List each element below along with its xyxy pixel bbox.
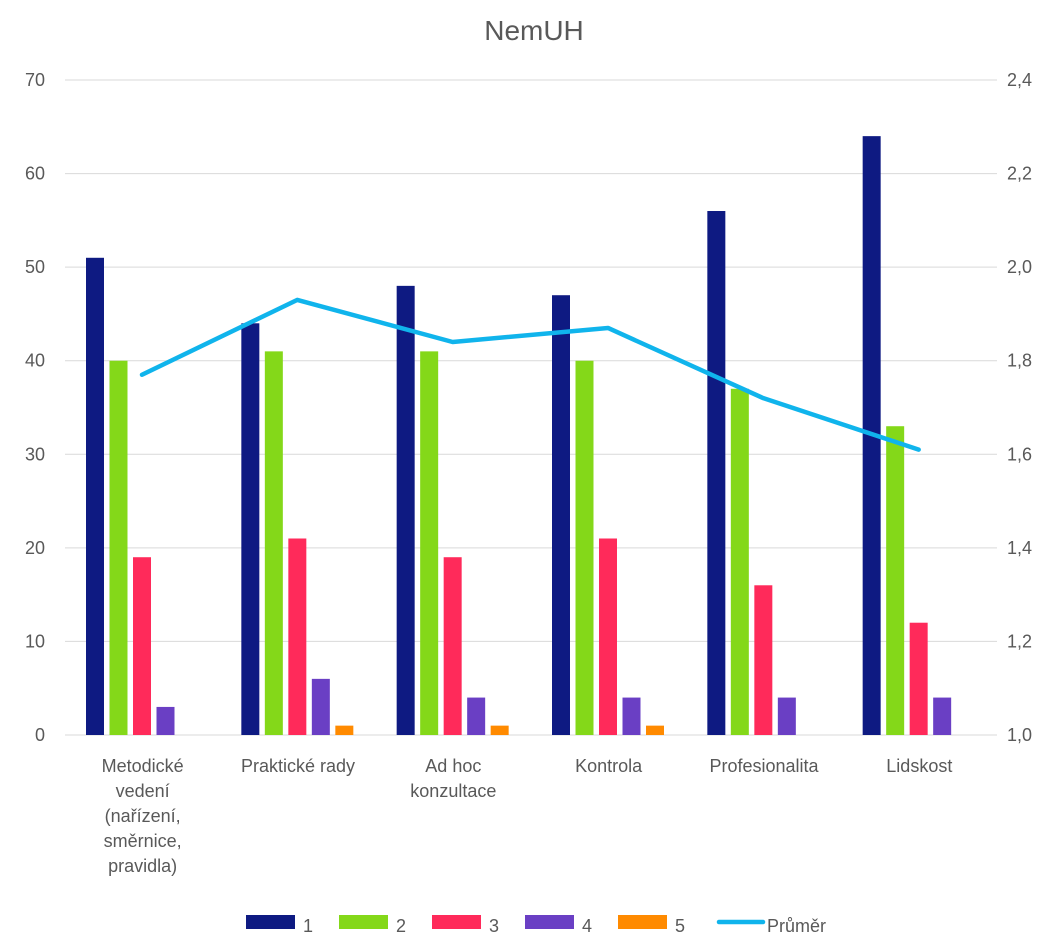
- legend-label: Průměr: [767, 916, 826, 936]
- bar: [707, 211, 726, 735]
- bar: [754, 585, 773, 735]
- y2-tick-label: 2,0: [1007, 257, 1032, 277]
- category-label: Ad hoc: [425, 756, 481, 776]
- bar: [646, 725, 664, 735]
- legend-label: 3: [489, 916, 499, 936]
- y-tick-label: 70: [25, 70, 45, 90]
- category-label: pravidla): [108, 856, 177, 876]
- legend-label: 1: [303, 916, 313, 936]
- legend-label: 4: [582, 916, 592, 936]
- bar: [886, 426, 905, 735]
- y-tick-label: 40: [25, 351, 45, 371]
- bar: [241, 323, 260, 735]
- category-label: vedení: [116, 781, 170, 801]
- y2-tick-label: 1,8: [1007, 351, 1032, 371]
- y-tick-label: 60: [25, 164, 45, 184]
- bar: [909, 622, 928, 735]
- line-series: [139, 297, 921, 452]
- bar: [420, 351, 439, 735]
- category-label: Metodické: [102, 756, 184, 776]
- y-tick-label: 0: [35, 725, 45, 745]
- bar: [490, 725, 509, 735]
- legend-swatch: [432, 915, 481, 929]
- bar: [443, 557, 462, 735]
- bar: [552, 295, 570, 735]
- bar: [288, 538, 307, 735]
- bar: [109, 360, 128, 735]
- legend-swatch: [246, 915, 295, 929]
- y-tick-label: 50: [25, 257, 45, 277]
- y2-tick-label: 1,6: [1007, 444, 1032, 464]
- legend-swatch: [339, 915, 388, 929]
- chart-title: NemUH: [484, 15, 584, 46]
- y-axis-right: 1,0 1,2 1,4 1,6 1,8 2,0 2,2 2,4: [1007, 70, 1032, 745]
- legend: 1 2 3 4 5 Průměr: [246, 915, 826, 936]
- legend-label: 2: [396, 916, 406, 936]
- y-tick-label: 30: [25, 444, 45, 464]
- legend-swatch: [525, 915, 574, 929]
- category-label: Praktické rady: [241, 756, 355, 776]
- gridlines: [65, 79, 997, 736]
- bar: [933, 697, 952, 735]
- bars: [86, 136, 952, 736]
- y2-tick-label: 2,2: [1007, 164, 1032, 184]
- category-label: Kontrola: [575, 756, 643, 776]
- y-axis-left: 0 10 20 30 40 50 60 70: [25, 70, 45, 745]
- bar: [599, 538, 617, 735]
- category-label: (nařízení,: [105, 806, 181, 826]
- category-label: konzultace: [410, 781, 496, 801]
- y2-tick-label: 1,4: [1007, 538, 1032, 558]
- bar: [730, 388, 749, 735]
- average-line: [139, 297, 921, 452]
- bar: [622, 697, 641, 735]
- bar: [264, 351, 283, 735]
- category-label: Profesionalita: [709, 756, 819, 776]
- bar: [575, 360, 594, 735]
- y2-tick-label: 1,2: [1007, 631, 1032, 651]
- y-tick-label: 20: [25, 538, 45, 558]
- bar: [467, 697, 486, 735]
- bar: [335, 725, 354, 735]
- bar: [777, 697, 796, 735]
- y2-tick-label: 1,0: [1007, 725, 1032, 745]
- legend-swatch: [618, 915, 667, 929]
- category-label: směrnice,: [104, 831, 182, 851]
- bar: [86, 257, 104, 735]
- x-axis: Metodické vedení (nařízení, směrnice, pravid…: [102, 756, 953, 876]
- legend-label: 5: [675, 916, 685, 936]
- y-tick-label: 10: [25, 631, 45, 651]
- bar: [396, 285, 415, 735]
- bar: [156, 706, 175, 735]
- category-label: Lidskost: [886, 756, 952, 776]
- y2-tick-label: 2,4: [1007, 70, 1032, 90]
- bar: [311, 678, 330, 735]
- bar: [133, 557, 151, 735]
